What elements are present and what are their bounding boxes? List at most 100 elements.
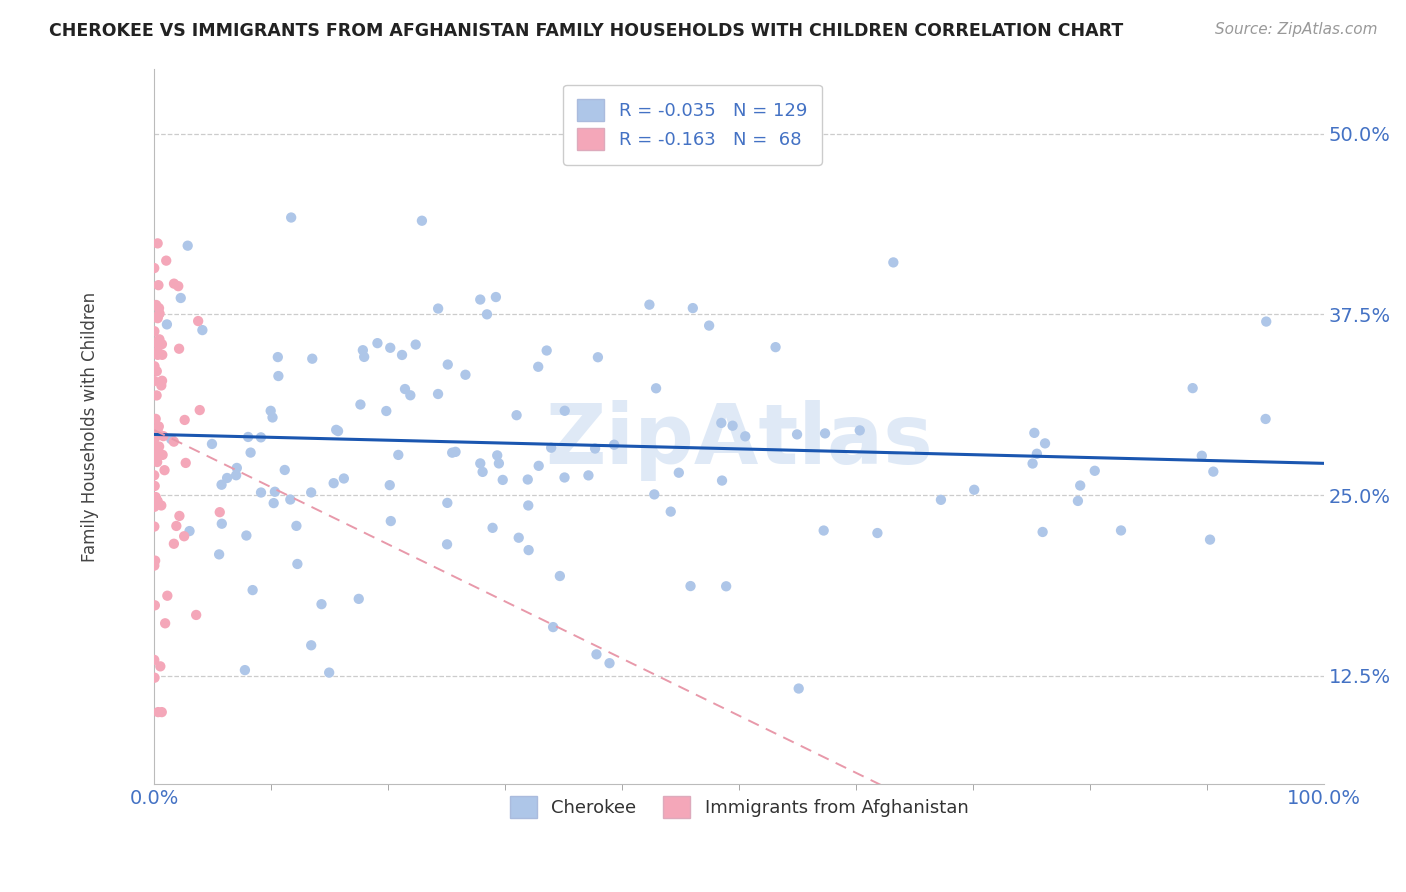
Point bbox=[436, 537, 458, 551]
Point bbox=[146, 455, 169, 469]
Point bbox=[436, 358, 458, 372]
Text: ZipAtlas: ZipAtlas bbox=[546, 401, 934, 482]
Point bbox=[143, 500, 166, 514]
Point bbox=[150, 499, 173, 513]
Point bbox=[280, 211, 302, 225]
Point bbox=[146, 424, 169, 438]
Point bbox=[347, 591, 370, 606]
Point bbox=[274, 463, 297, 477]
Point bbox=[711, 474, 734, 488]
Point bbox=[235, 528, 257, 542]
Point bbox=[150, 374, 173, 388]
Point bbox=[160, 432, 183, 446]
Point bbox=[250, 485, 273, 500]
Point bbox=[239, 445, 262, 459]
Point bbox=[714, 579, 737, 593]
Point bbox=[250, 430, 273, 444]
Point bbox=[267, 369, 290, 384]
Point bbox=[208, 505, 231, 519]
Point bbox=[299, 485, 322, 500]
Point bbox=[163, 537, 186, 551]
Point bbox=[322, 476, 344, 491]
Point bbox=[1254, 412, 1277, 426]
Point bbox=[201, 437, 224, 451]
Text: Source: ZipAtlas.com: Source: ZipAtlas.com bbox=[1215, 22, 1378, 37]
Point bbox=[152, 448, 174, 462]
Point bbox=[186, 607, 208, 622]
Point bbox=[508, 531, 530, 545]
Point bbox=[146, 494, 169, 508]
Point bbox=[187, 314, 209, 328]
Point bbox=[263, 484, 285, 499]
Point bbox=[1033, 436, 1056, 450]
Point bbox=[643, 487, 665, 501]
Point bbox=[236, 430, 259, 444]
Point bbox=[143, 374, 166, 388]
Point bbox=[485, 290, 508, 304]
Point bbox=[492, 473, 515, 487]
Point bbox=[145, 388, 167, 402]
Point bbox=[156, 589, 179, 603]
Point bbox=[1256, 315, 1278, 329]
Point bbox=[150, 337, 173, 351]
Point bbox=[167, 342, 190, 356]
Point bbox=[668, 466, 690, 480]
Point bbox=[143, 554, 166, 568]
Point bbox=[143, 599, 166, 613]
Point bbox=[143, 427, 166, 442]
Point bbox=[155, 253, 177, 268]
Legend: Cherokee, Immigrants from Afghanistan: Cherokee, Immigrants from Afghanistan bbox=[502, 789, 976, 825]
Point bbox=[541, 620, 564, 634]
Point bbox=[143, 558, 166, 573]
Point bbox=[145, 335, 167, 350]
Point bbox=[153, 616, 176, 631]
Point bbox=[554, 404, 576, 418]
Point bbox=[299, 638, 322, 652]
Point bbox=[585, 648, 607, 662]
Point bbox=[1025, 447, 1047, 461]
Point bbox=[301, 351, 323, 366]
Point bbox=[1191, 449, 1213, 463]
Point bbox=[481, 521, 503, 535]
Point bbox=[143, 479, 166, 493]
Point bbox=[353, 350, 375, 364]
Point bbox=[394, 382, 416, 396]
Point bbox=[427, 387, 450, 401]
Point bbox=[405, 337, 427, 351]
Point bbox=[156, 318, 179, 332]
Point bbox=[488, 457, 510, 471]
Point bbox=[148, 440, 170, 454]
Point bbox=[191, 323, 214, 337]
Point bbox=[1067, 494, 1090, 508]
Point bbox=[145, 364, 167, 378]
Point bbox=[814, 426, 837, 441]
Point bbox=[380, 341, 402, 355]
Point bbox=[145, 412, 167, 426]
Point bbox=[146, 236, 169, 251]
Point bbox=[179, 524, 201, 538]
Point bbox=[366, 336, 388, 351]
Point bbox=[475, 307, 498, 321]
Point bbox=[697, 318, 720, 333]
Point bbox=[786, 427, 808, 442]
Point bbox=[148, 278, 170, 293]
Point bbox=[143, 359, 166, 374]
Point bbox=[470, 293, 492, 307]
Point bbox=[1109, 524, 1132, 538]
Point bbox=[349, 398, 371, 412]
Point bbox=[1024, 425, 1046, 440]
Point bbox=[143, 437, 166, 451]
Point bbox=[242, 583, 264, 598]
Point bbox=[169, 508, 191, 523]
Point bbox=[378, 478, 401, 492]
Point bbox=[517, 499, 540, 513]
Point bbox=[217, 471, 239, 485]
Point bbox=[173, 413, 195, 427]
Point bbox=[441, 445, 464, 459]
Point bbox=[721, 418, 744, 433]
Point bbox=[516, 473, 538, 487]
Point bbox=[143, 468, 166, 483]
Point bbox=[1069, 478, 1091, 492]
Point bbox=[638, 298, 661, 312]
Text: CHEROKEE VS IMMIGRANTS FROM AFGHANISTAN FAMILY HOUSEHOLDS WITH CHILDREN CORRELAT: CHEROKEE VS IMMIGRANTS FROM AFGHANISTAN … bbox=[49, 22, 1123, 40]
